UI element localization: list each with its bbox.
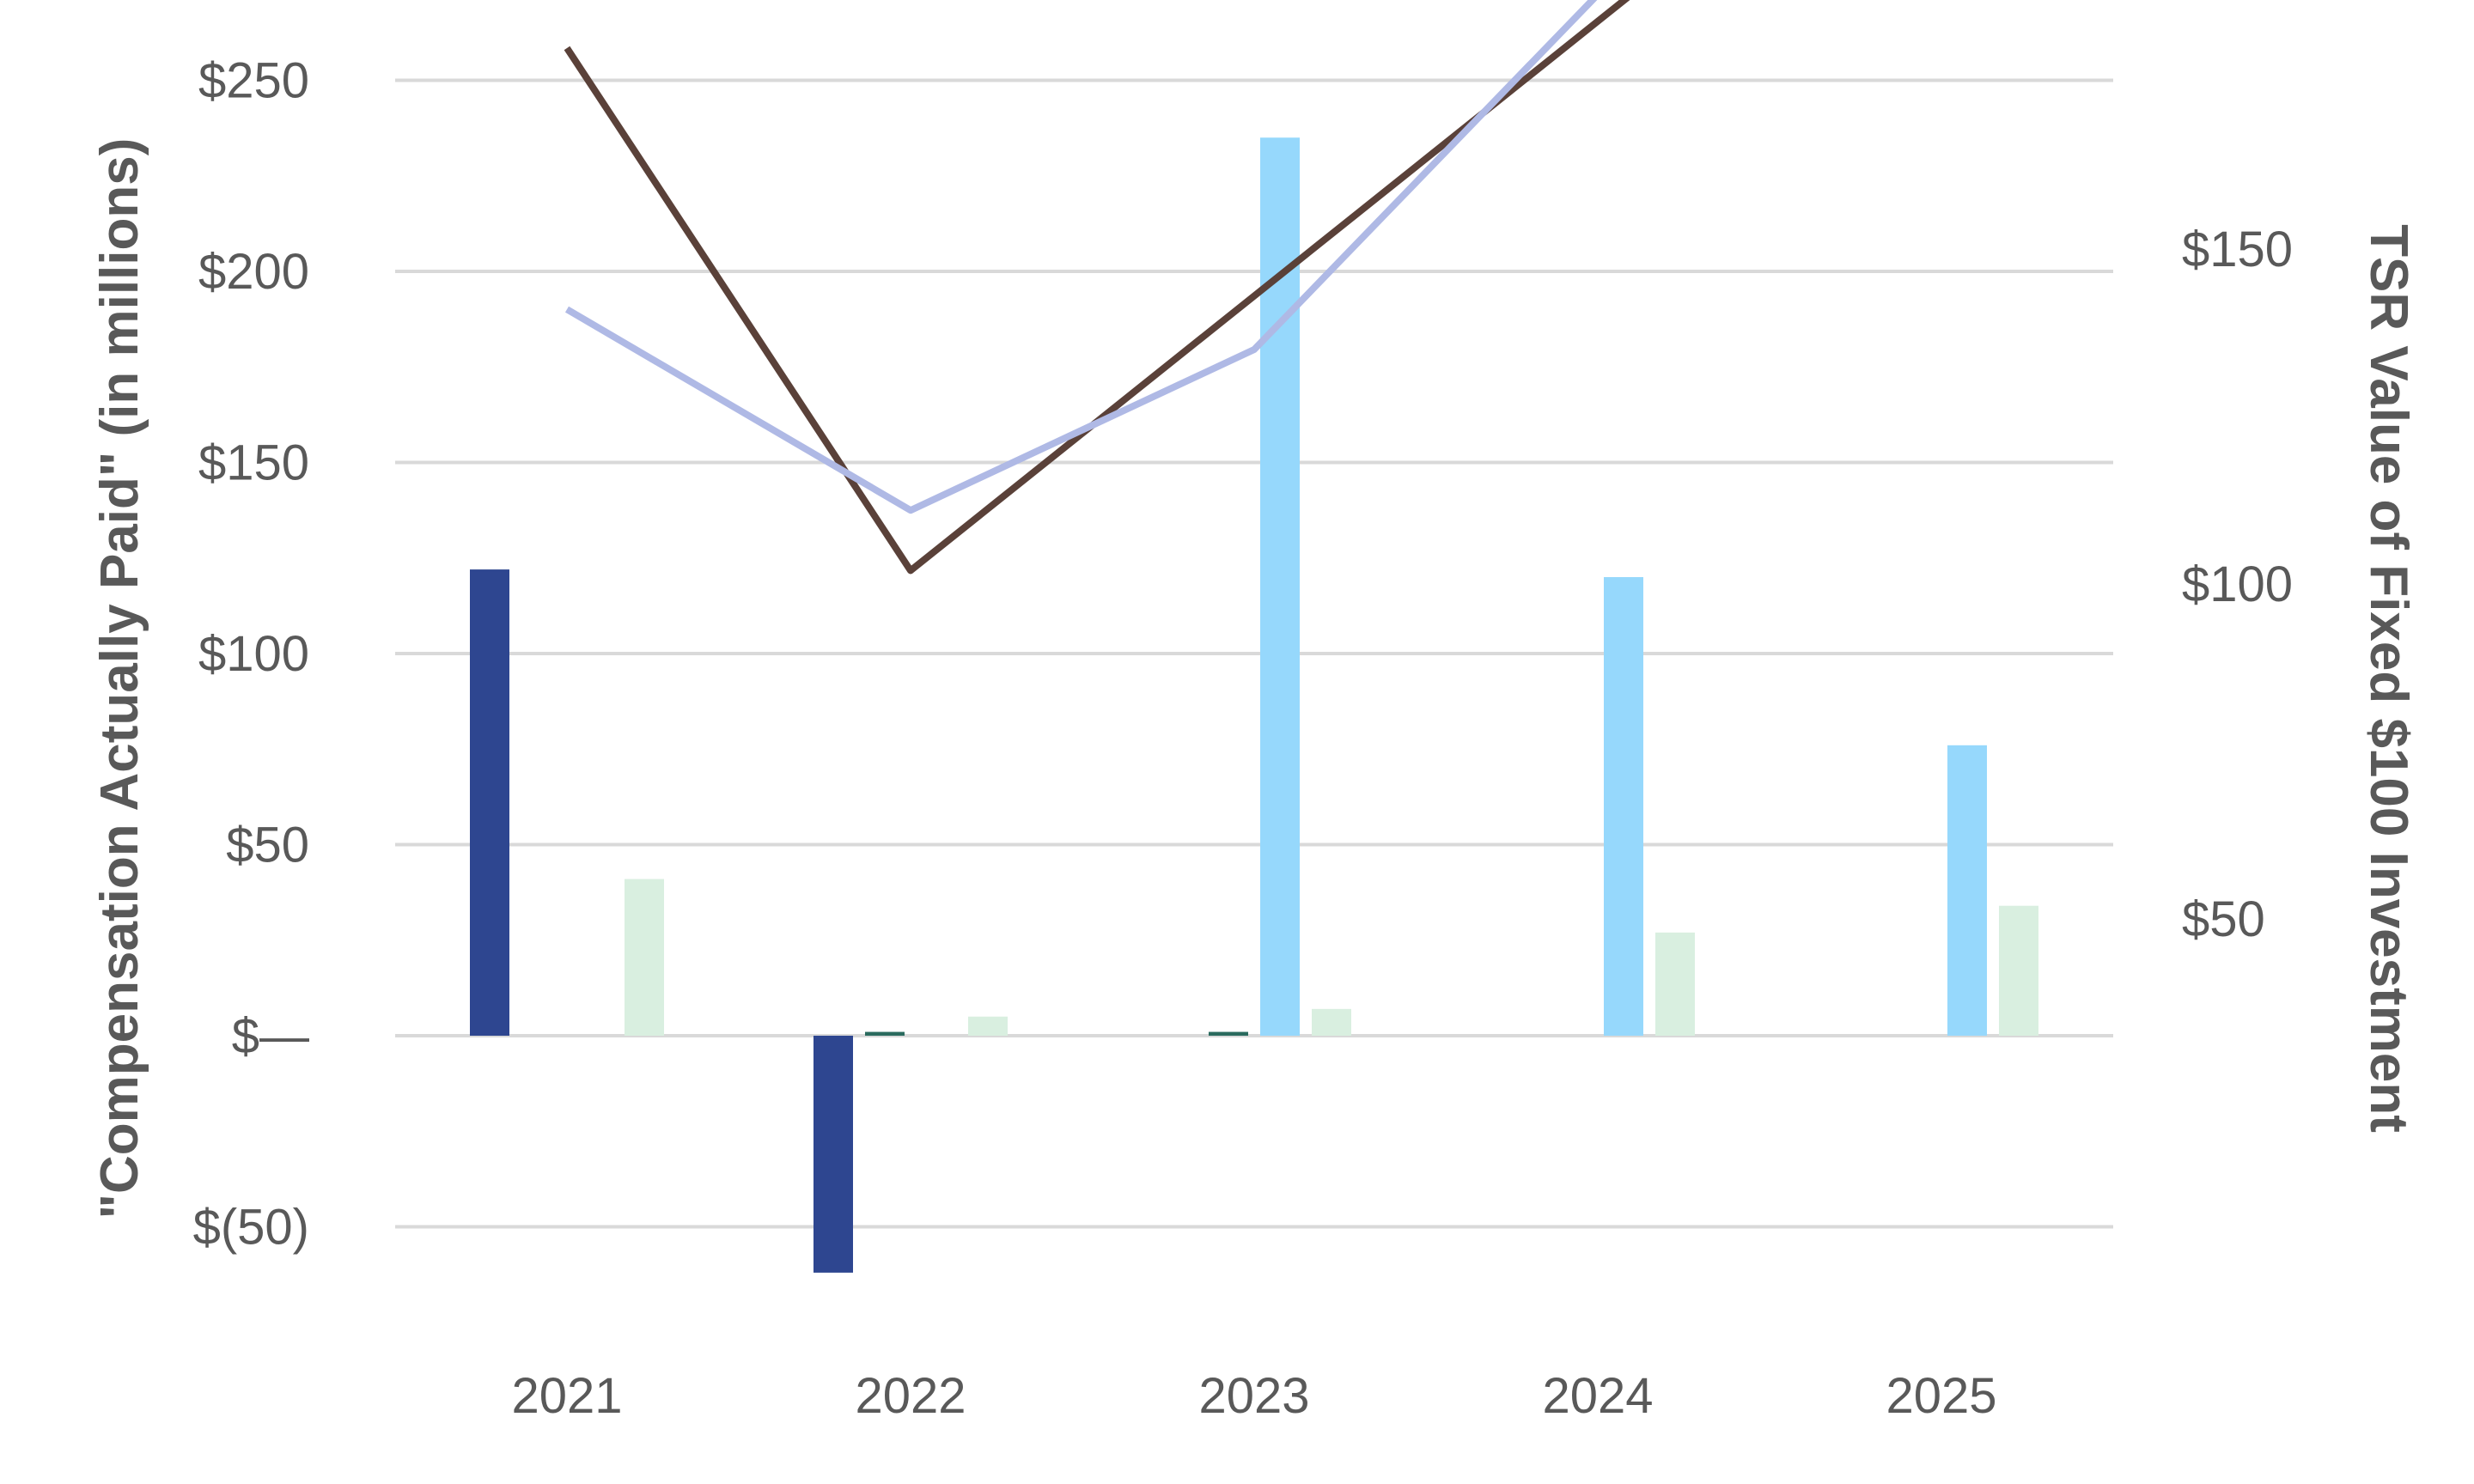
- gridlines: [395, 78, 2113, 1229]
- right-tick-label: $50: [2182, 891, 2265, 947]
- tsr-line-0: [564, 0, 1630, 575]
- bar: [625, 879, 664, 1036]
- bar: [1312, 1008, 1351, 1036]
- left-tick-label: $—: [232, 1008, 309, 1064]
- left-tick-label: $150: [198, 435, 309, 491]
- bar: [470, 569, 509, 1036]
- bar: [813, 1036, 853, 1273]
- right-tick-label: $150: [2182, 222, 2293, 277]
- right-axis-title: TSR Value of Fixed $100 Investment: [2359, 224, 2418, 1133]
- bar: [865, 1031, 905, 1036]
- right-axis-ticks: $200$150$100$50: [2182, 222, 2293, 947]
- bar: [1604, 577, 1643, 1036]
- tsr-line-1: [564, 0, 1598, 514]
- left-tick-label: $250: [198, 53, 309, 109]
- x-tick-label: 2022: [855, 1368, 966, 1424]
- x-tick-label: 2024: [1542, 1368, 1653, 1424]
- bar: [1999, 905, 2038, 1036]
- left-tick-label: $200: [198, 244, 309, 300]
- x-tick-label: 2021: [511, 1368, 622, 1424]
- left-axis-title: "Compensation Actually Paid" (in million…: [90, 138, 149, 1219]
- left-tick-label: $100: [198, 626, 309, 682]
- x-tick-label: 2023: [1198, 1368, 1309, 1424]
- bars: [470, 137, 2038, 1273]
- bar: [968, 1016, 1008, 1036]
- bar: [1209, 1031, 1248, 1036]
- tsr-lines: [564, 0, 1630, 575]
- left-axis-ticks: $250 $200 $150 $100 $50 $— $(50): [193, 53, 309, 1256]
- x-axis-ticks: 2021 2022 2023 2024 2025: [511, 1368, 1996, 1424]
- left-tick-label: $50: [226, 818, 309, 873]
- left-tick-label: $(50): [193, 1200, 309, 1256]
- bar: [1655, 932, 1695, 1036]
- bar: [1947, 745, 1987, 1036]
- right-tick-label: $100: [2182, 556, 2293, 612]
- x-tick-label: 2025: [1886, 1368, 1996, 1424]
